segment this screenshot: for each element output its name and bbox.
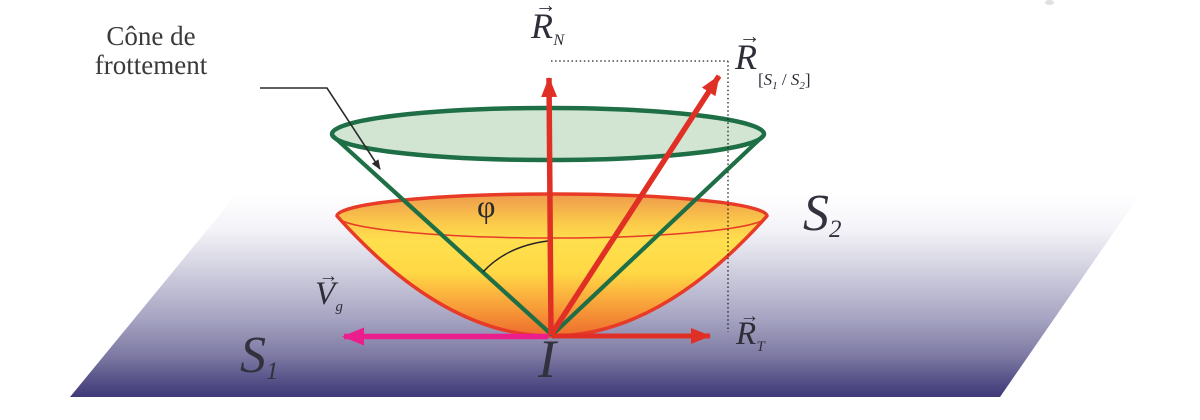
bracket-close: ] bbox=[804, 70, 811, 90]
cone-generator-right bbox=[550, 134, 765, 337]
stray-ink-fragment bbox=[1045, 0, 1054, 5]
solid-1-subscript: 1 bbox=[266, 357, 279, 385]
vector-base: R bbox=[735, 37, 757, 77]
vector-arrow-icon: → bbox=[318, 264, 339, 287]
s2-base: S bbox=[790, 70, 800, 90]
global-reaction-label: → R[S1 / S2] bbox=[735, 26, 811, 92]
normal-reaction-label: → RN bbox=[531, 0, 565, 50]
vector-arrow-icon: → bbox=[738, 24, 761, 49]
s2-subscript: 2 bbox=[799, 79, 805, 92]
s1-subscript: 1 bbox=[772, 79, 778, 92]
solid-2-subscript: 2 bbox=[829, 215, 842, 243]
cone-annotation-line2: frottement bbox=[94, 50, 208, 80]
vector-subscript: N bbox=[553, 31, 565, 50]
phi-angle-label: φ bbox=[477, 188, 496, 224]
solid-2-base: S bbox=[803, 185, 829, 242]
vector-subscript: [S1 / S2] bbox=[758, 70, 811, 92]
global-reaction-vector bbox=[548, 74, 722, 337]
vector-base: V bbox=[315, 276, 336, 312]
vector-subscript: g bbox=[335, 298, 343, 315]
tangential-reaction-label: → RT bbox=[736, 306, 765, 355]
solid-1-base: S bbox=[240, 327, 266, 384]
vector-base: R bbox=[736, 316, 757, 352]
cone-annotation-label: Cône de frottement bbox=[76, 22, 226, 80]
solid-2-label: S2 bbox=[803, 188, 841, 243]
vector-arrow-icon: → bbox=[534, 0, 557, 18]
annotation-leader-arrow bbox=[260, 87, 381, 170]
cone-annotation-line1: Cône de bbox=[106, 21, 196, 51]
contact-point-label: I bbox=[538, 329, 556, 389]
vector-base: R bbox=[531, 6, 553, 46]
sliding-velocity-label: → Vg bbox=[315, 266, 343, 315]
vector-subscript: T bbox=[756, 338, 765, 355]
phi-angle-arc bbox=[482, 240, 549, 273]
bracket-open: [ bbox=[758, 70, 764, 90]
cone-generator-left bbox=[331, 134, 554, 337]
solid-1-label: S1 bbox=[240, 330, 278, 385]
normal-reaction-vector bbox=[541, 77, 558, 336]
s1-base: S bbox=[763, 70, 773, 90]
separator: / bbox=[777, 70, 791, 90]
vector-arrow-icon: → bbox=[739, 304, 760, 327]
